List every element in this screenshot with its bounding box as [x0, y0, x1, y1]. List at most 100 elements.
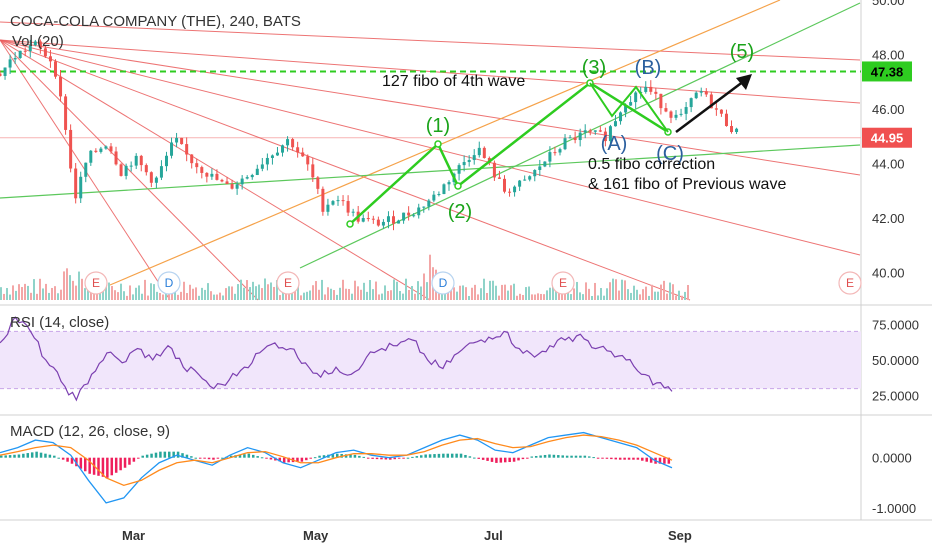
volume-bar [189, 284, 191, 300]
volume-bar [63, 271, 65, 300]
volume-bar [597, 295, 599, 300]
volume-bar [375, 281, 377, 300]
volume-bar [93, 291, 95, 300]
candle-body [513, 186, 517, 193]
candle-body [119, 164, 123, 176]
macd-histogram-bar [521, 457, 525, 460]
candle-body [558, 149, 562, 153]
volume-bar [180, 291, 182, 300]
macd-histogram-bar [362, 456, 366, 458]
y-tick-label: 44.00 [872, 157, 905, 172]
volume-bar [498, 295, 500, 300]
volume-bar [18, 284, 20, 300]
volume-bar [258, 284, 260, 300]
volume-bar [249, 287, 251, 300]
volume-bar [618, 290, 620, 300]
macd-histogram-bar [618, 457, 622, 460]
candle-body [38, 41, 42, 49]
macd-histogram-bar [198, 457, 202, 459]
macd-histogram-bar [287, 457, 290, 463]
candle-body [538, 166, 542, 170]
volume-bar [177, 294, 179, 300]
macd-histogram-bar [353, 454, 357, 458]
candle-body [508, 191, 512, 193]
macd-panel: -1.0000 0.0000 [0, 431, 916, 516]
level-price-tag-label: 47.38 [871, 64, 904, 79]
wave-point [434, 140, 442, 148]
volume-bar [273, 286, 275, 300]
candle-body [104, 146, 108, 149]
macd-histogram-bar [203, 457, 206, 459]
volume-bar [342, 279, 344, 300]
candle-body [43, 48, 47, 57]
rsi-y-tick-label: 75.0000 [872, 317, 919, 332]
macd-histogram-bar [145, 454, 149, 458]
macd-histogram-bar [137, 457, 140, 459]
volume-bar [363, 282, 365, 300]
volume-bar [534, 294, 536, 300]
annotation-161-fibo: & 161 fibo of Previous wave [588, 176, 786, 193]
volume-bar [351, 293, 353, 300]
candle-body [149, 172, 153, 183]
candle-body [48, 56, 52, 62]
macd-histogram-bar [380, 457, 383, 460]
event-circle [431, 271, 455, 295]
candle-body [59, 76, 63, 97]
macd-histogram-bar [35, 451, 38, 458]
event-marker: E [551, 271, 575, 295]
channel-line [109, 0, 781, 286]
macd-histogram-bar [358, 455, 361, 458]
candle-body [109, 146, 113, 152]
macd-histogram-bar [212, 457, 215, 460]
volume-bar [213, 294, 215, 300]
candle-body [704, 91, 708, 95]
macd-histogram-bar [154, 452, 158, 458]
x-tick-label: Jul [484, 528, 503, 543]
volume-bar [384, 285, 386, 300]
volume-bar [15, 290, 17, 300]
macd-title: MACD (12, 26, close, 9) [10, 423, 170, 440]
volume-bar [501, 284, 503, 300]
macd-histogram-bar [574, 455, 578, 458]
candle-body [23, 50, 27, 52]
event-label: E [846, 276, 854, 290]
macd-histogram-bar [194, 457, 198, 459]
candle-body [386, 216, 390, 222]
candle-body [3, 67, 7, 76]
candle-body [154, 177, 158, 183]
volume-bar [648, 295, 650, 300]
macd-histogram-bar [256, 456, 259, 458]
candle-body [321, 188, 325, 212]
candle-body [603, 131, 607, 142]
volume-bar [576, 281, 578, 300]
candle-body [477, 147, 481, 156]
macd-histogram-bar [658, 457, 662, 464]
macd-histogram-bar [238, 454, 242, 458]
volume-bar [186, 293, 188, 300]
macd-histogram-bar [649, 457, 653, 463]
volume-bar [126, 295, 128, 300]
volume-bar [39, 278, 41, 300]
volume-bar [645, 286, 647, 300]
macd-histogram-bar [499, 457, 503, 463]
macd-histogram-bar [632, 457, 635, 460]
candle-body [613, 121, 617, 127]
macd-histogram-bar [66, 457, 69, 462]
volume-bar [237, 284, 239, 300]
volume-bar [57, 293, 59, 300]
volume-bar [204, 289, 206, 300]
candle-body [195, 163, 199, 168]
event-circle [838, 271, 862, 295]
volume-bar [234, 293, 236, 300]
volume-bar [687, 285, 689, 300]
volume-bar [411, 285, 413, 300]
candle-body [316, 177, 320, 189]
volume-bar [321, 279, 323, 300]
volume-bar [453, 287, 455, 300]
candle-body [361, 218, 365, 222]
candle-body [134, 155, 138, 166]
macd-histogram-bar [402, 457, 405, 459]
macd-histogram-bar [605, 457, 609, 459]
volume-bar [567, 287, 569, 300]
